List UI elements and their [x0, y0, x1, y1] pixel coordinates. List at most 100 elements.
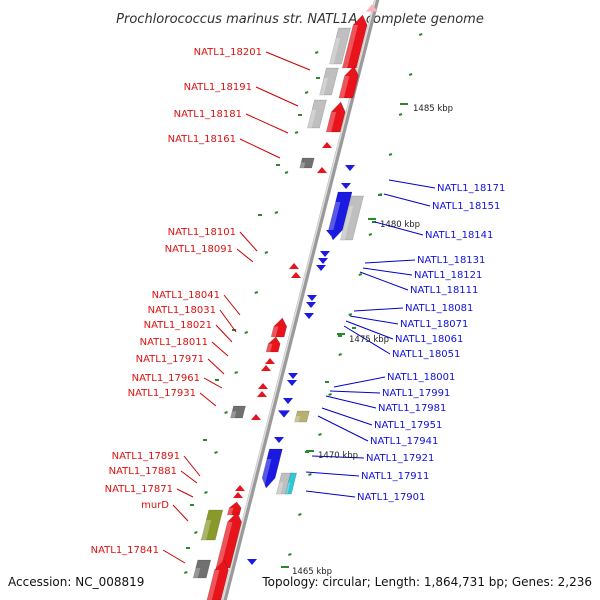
gene-18021-body — [265, 336, 281, 353]
gene-18201-gray — [329, 27, 351, 65]
gene-label-natl1_17971[interactable]: NATL1_17971 — [136, 354, 204, 365]
gene-label-natl1_18201[interactable]: NATL1_18201 — [194, 47, 262, 58]
gene-17841-small — [247, 559, 257, 565]
tick-inner — [284, 171, 289, 174]
gene-label-natl1_17941[interactable]: NATL1_17941 — [370, 436, 438, 447]
gene-17841b-shape — [206, 559, 229, 600]
gene-label-natl1_18011[interactable]: NATL1_18011 — [140, 337, 208, 348]
gene-label-natl1_18071[interactable]: NATL1_18071 — [400, 319, 468, 330]
gene-murd-olive-shade — [201, 520, 212, 540]
gene-17911 — [259, 448, 283, 489]
gene-17971 — [261, 365, 271, 371]
gene-18131 — [320, 251, 330, 257]
gene-18191-gray — [319, 67, 339, 96]
gene-18191 — [338, 65, 359, 99]
tick-outer — [358, 273, 363, 276]
gene-label-natl1_17871[interactable]: NATL1_17871 — [105, 484, 173, 495]
gene-label-natl1_18081[interactable]: NATL1_18081 — [405, 303, 473, 314]
leader-right — [305, 490, 356, 498]
gene-18201-gray-shape — [329, 27, 351, 65]
kbp-label: 1470 kbp — [318, 451, 358, 461]
leader-left — [211, 341, 229, 357]
leader-left — [199, 392, 217, 407]
gene-label-natl1_17901[interactable]: NATL1_17901 — [357, 492, 425, 503]
gene-18161 — [317, 167, 327, 173]
tick-outer — [388, 153, 393, 156]
gene-label-natl1_18041[interactable]: NATL1_18041 — [152, 290, 220, 301]
gene-murd-olive — [200, 509, 224, 541]
gene-label-natl1_18171[interactable]: NATL1_18171 — [437, 183, 505, 194]
gene-18201-gray-shade — [329, 38, 341, 64]
gene-18181-body — [325, 101, 346, 133]
gene-label-natl1_18131[interactable]: NATL1_18131 — [417, 255, 485, 266]
gene-17871-shape — [227, 501, 242, 516]
gene-18181-gray-shape — [307, 99, 327, 129]
gene-label-natl1_18001[interactable]: NATL1_18001 — [387, 372, 455, 383]
gene-label-natl1_18031[interactable]: NATL1_18031 — [148, 305, 216, 316]
gene-label-natl1_18091[interactable]: NATL1_18091 — [165, 244, 233, 255]
gene-17961b — [257, 391, 267, 397]
gene-label-natl1_18181[interactable]: NATL1_18181 — [174, 109, 242, 120]
tick-outer — [298, 513, 302, 516]
gene-18041 — [270, 317, 288, 338]
label-leaders — [162, 51, 436, 564]
gene-label-natl1_17841[interactable]: NATL1_17841 — [91, 545, 159, 556]
tick-outer — [368, 233, 373, 236]
tick-inner — [214, 451, 218, 454]
leader-left — [215, 324, 233, 343]
gene-17901-shade — [285, 482, 291, 494]
tick-inner — [294, 131, 299, 134]
gene-label-natl1_17911[interactable]: NATL1_17911 — [361, 471, 429, 482]
gene-pink-top — [366, 4, 378, 12]
gene-label-natl1_17891[interactable]: NATL1_17891 — [112, 451, 180, 462]
leader-right — [364, 259, 416, 264]
gene-18111 — [316, 265, 326, 271]
leader-right — [374, 221, 424, 236]
gene-18081 — [307, 295, 317, 301]
gene-label-natl1_17981[interactable]: NATL1_17981 — [378, 403, 446, 414]
gene-label-natl1_17961[interactable]: NATL1_17961 — [132, 373, 200, 384]
leader-right — [311, 455, 365, 459]
gene-17941-body — [294, 410, 310, 423]
gene-label-natl1_17931[interactable]: NATL1_17931 — [128, 388, 196, 399]
gene-18191-shape — [338, 65, 359, 99]
gene-label-natl1_17951[interactable]: NATL1_17951 — [374, 420, 442, 431]
gene-17941-shape — [294, 410, 310, 423]
gene-18181-shape — [325, 101, 346, 133]
leader-left — [239, 138, 281, 159]
gene-label-murd[interactable]: murD — [141, 500, 169, 511]
gene-label-natl1_18101[interactable]: NATL1_18101 — [168, 227, 236, 238]
gene-17951 — [278, 410, 290, 418]
gene-18171 — [345, 165, 355, 171]
gene-17871 — [227, 501, 242, 516]
tick-outer — [348, 313, 353, 316]
gene-label-natl1_17881[interactable]: NATL1_17881 — [109, 466, 177, 477]
gene-label-natl1_18141[interactable]: NATL1_18141 — [425, 230, 493, 241]
gene-labels[interactable]: NATL1_18201 NATL1_18191 NATL1_18181 NATL1_1… — [91, 47, 506, 556]
tick-inner — [314, 51, 319, 54]
leader-right — [329, 390, 381, 394]
gene-label-natl1_18061[interactable]: NATL1_18061 — [395, 334, 463, 345]
topology-text: Topology: circular; Length: 1,864,731 bp… — [261, 575, 592, 589]
gene-label-natl1_18161[interactable]: NATL1_18161 — [168, 134, 236, 145]
gene-18161-dark-shape — [299, 157, 315, 169]
gene-17841-shade — [193, 568, 201, 578]
leader-right — [317, 415, 369, 442]
gene-label-natl1_18151[interactable]: NATL1_18151 — [432, 201, 500, 212]
gene-label-natl1_18111[interactable]: NATL1_18111 — [410, 285, 478, 296]
gene-label-natl1_18021[interactable]: NATL1_18021 — [144, 320, 212, 331]
gene-label-natl1_18051[interactable]: NATL1_18051 — [392, 349, 460, 360]
gene-label-natl1_18191[interactable]: NATL1_18191 — [184, 82, 252, 93]
gene-label-natl1_18121[interactable]: NATL1_18121 — [414, 270, 482, 281]
tick-inner — [224, 411, 228, 414]
gene-label-natl1_17921[interactable]: NATL1_17921 — [366, 453, 434, 464]
tick-outer — [408, 73, 413, 76]
gene-18041-shape — [270, 317, 288, 338]
gene-18201-gray-body — [329, 27, 351, 65]
gene-17901 — [285, 472, 297, 495]
tick-outer — [418, 33, 423, 36]
gene-18191-shade — [338, 76, 350, 98]
gene-label-natl1_17991[interactable]: NATL1_17991 — [382, 388, 450, 399]
gene-18021-shape — [265, 336, 281, 353]
